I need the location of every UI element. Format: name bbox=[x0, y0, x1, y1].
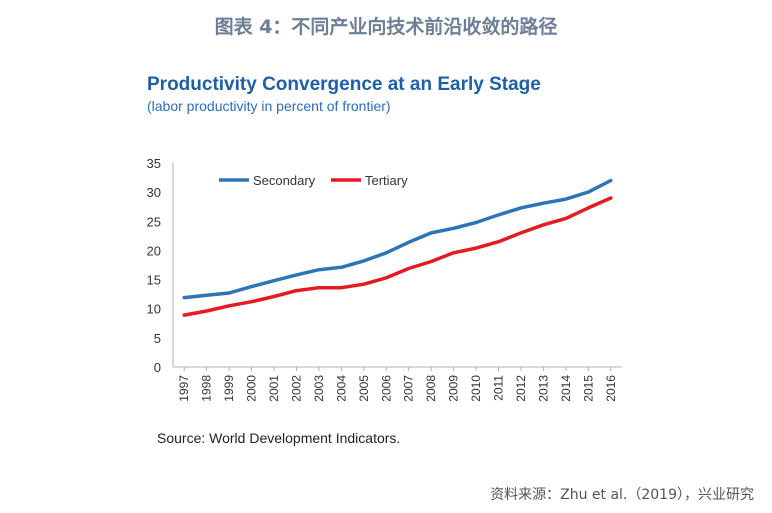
x-tick-label: 1999 bbox=[222, 375, 236, 402]
source-note: Source: World Development Indicators. bbox=[157, 430, 401, 446]
x-tick-label: 1998 bbox=[200, 375, 214, 402]
y-tick-label: 25 bbox=[147, 214, 161, 229]
x-axis-ticks: 1997 1998 1999 2000 2001 2002 2003 2004 2005 2006… bbox=[177, 367, 618, 402]
y-tick-label: 10 bbox=[147, 302, 161, 317]
y-tick-label: 20 bbox=[147, 243, 161, 258]
chart-legend: Secondary Tertiary bbox=[219, 173, 408, 188]
chart-title: Productivity Convergence at an Early Sta… bbox=[147, 74, 541, 95]
y-tick-label: 15 bbox=[147, 273, 161, 288]
legend-label-secondary: Secondary bbox=[253, 173, 316, 188]
figure-title: 图表 4：不同产业向技术前沿收敛的路径 bbox=[214, 16, 558, 38]
x-tick-label: 2001 bbox=[267, 375, 281, 402]
x-tick-label: 1997 bbox=[177, 375, 191, 402]
x-tick-label: 2014 bbox=[559, 375, 573, 402]
x-tick-label: 2012 bbox=[514, 375, 528, 402]
x-tick-label: 2000 bbox=[245, 375, 259, 402]
legend-label-tertiary: Tertiary bbox=[365, 173, 408, 188]
x-tick-label: 2004 bbox=[334, 375, 348, 402]
chart-subtitle: (labor productivity in percent of fronti… bbox=[147, 98, 391, 114]
y-tick-label: 35 bbox=[147, 156, 161, 171]
x-tick-label: 2010 bbox=[469, 375, 483, 402]
series-lines bbox=[182, 178, 613, 317]
x-tick-label: 2011 bbox=[492, 375, 506, 401]
x-tick-label: 2013 bbox=[536, 375, 550, 402]
x-tick-label: 2007 bbox=[402, 375, 416, 402]
y-tick-label: 0 bbox=[154, 360, 161, 375]
attribution: 资料来源：Zhu et al.（2019），兴业研究 bbox=[490, 487, 754, 503]
series-line-secondary bbox=[182, 178, 613, 300]
x-tick-label: 2006 bbox=[379, 375, 393, 402]
x-tick-label: 2015 bbox=[581, 375, 595, 402]
y-tick-label: 30 bbox=[147, 185, 161, 200]
chart-axes bbox=[172, 163, 622, 368]
y-axis-ticks: 0 5 10 15 20 25 30 35 bbox=[147, 156, 161, 375]
x-tick-label: 2003 bbox=[312, 375, 326, 402]
x-tick-label: 2008 bbox=[424, 375, 438, 402]
x-tick-label: 2005 bbox=[357, 375, 371, 402]
y-tick-label: 5 bbox=[154, 331, 161, 346]
x-tick-label: 2016 bbox=[604, 375, 618, 402]
x-tick-label: 2002 bbox=[289, 375, 303, 402]
x-tick-label: 2009 bbox=[447, 375, 461, 402]
series-line-tertiary bbox=[182, 196, 613, 317]
